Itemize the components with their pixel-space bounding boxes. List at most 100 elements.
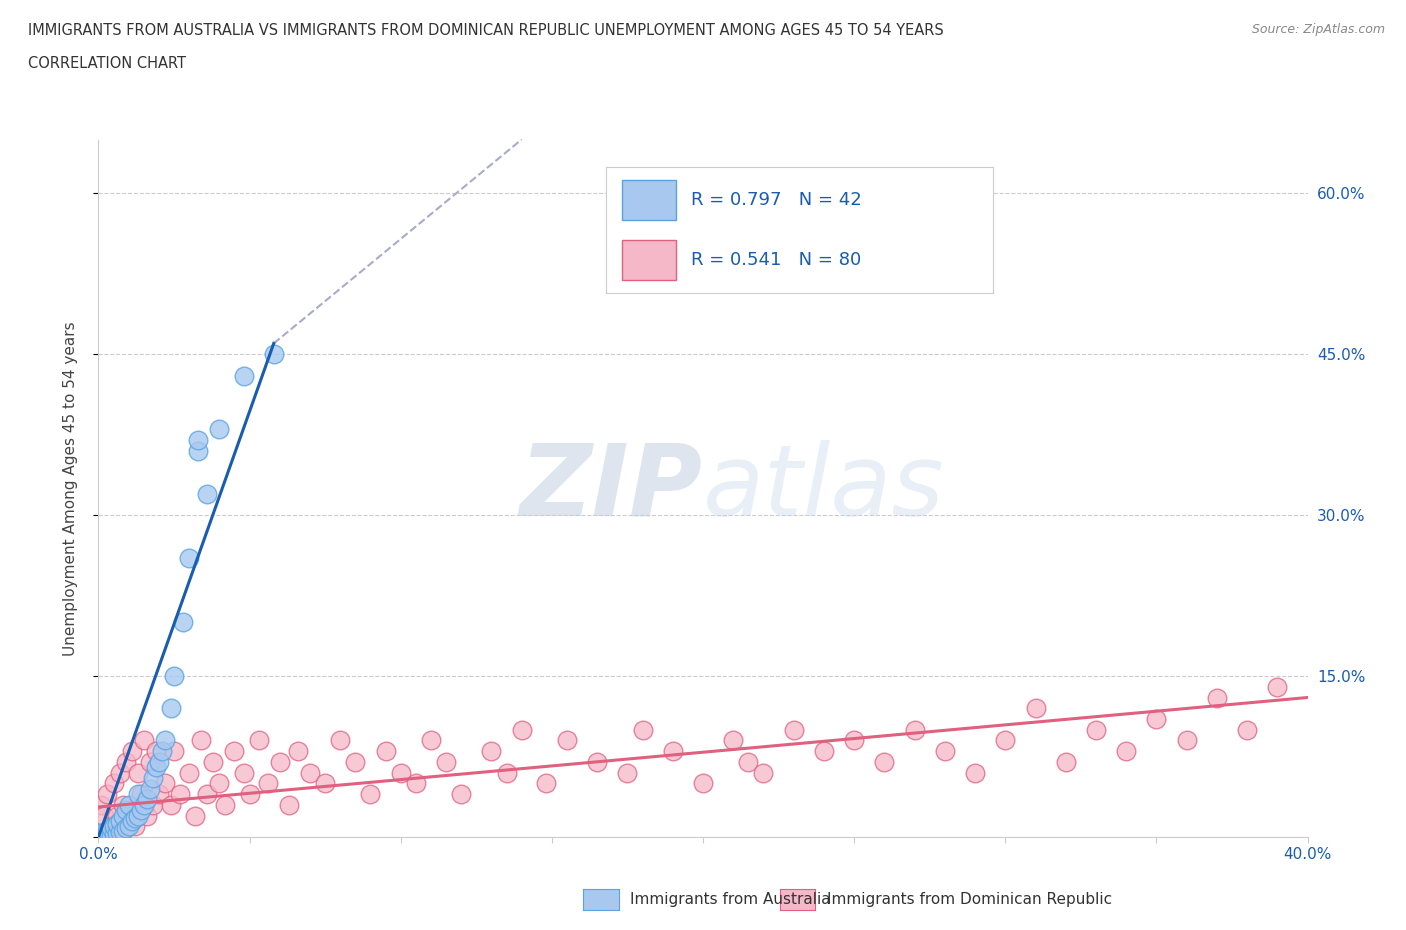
Point <box>1115 744 1137 759</box>
Point <box>118 808 141 823</box>
Point <box>111 823 134 838</box>
Point <box>127 808 149 823</box>
Point <box>692 776 714 790</box>
Point <box>145 760 167 775</box>
Point <box>103 827 125 842</box>
Point <box>100 828 122 843</box>
Text: IMMIGRANTS FROM AUSTRALIA VS IMMIGRANTS FROM DOMINICAN REPUBLIC UNEMPLOYMENT AMO: IMMIGRANTS FROM AUSTRALIA VS IMMIGRANTS … <box>28 23 943 38</box>
Point <box>135 792 157 807</box>
Point <box>965 765 987 780</box>
Point <box>145 744 167 759</box>
Point <box>169 787 191 802</box>
Point <box>142 797 165 812</box>
Point <box>844 733 866 748</box>
Point <box>139 781 162 796</box>
Point <box>108 824 131 839</box>
Point <box>239 787 262 802</box>
Point <box>374 744 396 759</box>
Point <box>132 797 155 812</box>
Point <box>1024 701 1046 716</box>
Point <box>616 765 638 780</box>
Point <box>208 422 231 437</box>
Point <box>172 615 194 630</box>
Point <box>256 776 278 790</box>
Point <box>314 776 336 790</box>
Point <box>90 797 112 812</box>
Point <box>247 733 270 748</box>
Point <box>114 821 136 836</box>
Point <box>723 733 745 748</box>
Point <box>108 765 131 780</box>
Point <box>163 744 186 759</box>
Text: CORRELATION CHART: CORRELATION CHART <box>28 56 186 71</box>
Point <box>103 776 125 790</box>
Point <box>96 829 118 844</box>
Text: atlas: atlas <box>703 440 945 537</box>
Point <box>329 733 352 748</box>
Point <box>1175 733 1198 748</box>
Point <box>93 828 115 843</box>
Point <box>1144 711 1167 726</box>
Point <box>148 787 170 802</box>
Point <box>420 733 443 748</box>
Point <box>93 824 115 839</box>
Point <box>100 818 122 833</box>
Point <box>1085 723 1108 737</box>
Point <box>752 765 775 780</box>
Point <box>495 765 517 780</box>
Point <box>187 432 209 447</box>
Point <box>153 776 176 790</box>
Point <box>586 754 609 769</box>
Point <box>934 744 956 759</box>
Point <box>111 797 134 812</box>
Text: ZIP: ZIP <box>520 440 703 537</box>
Text: Source: ZipAtlas.com: Source: ZipAtlas.com <box>1251 23 1385 36</box>
Point <box>160 797 183 812</box>
Point <box>135 808 157 823</box>
Point <box>129 787 152 802</box>
Point <box>105 817 128 831</box>
Point <box>105 808 128 823</box>
Point <box>389 765 412 780</box>
Point <box>121 744 143 759</box>
Point <box>127 787 149 802</box>
Point <box>103 818 125 833</box>
Point <box>160 701 183 716</box>
Point <box>1267 679 1289 694</box>
Point <box>405 776 427 790</box>
Point <box>179 765 201 780</box>
Point <box>93 808 115 823</box>
Point <box>555 733 578 748</box>
Point <box>661 744 683 759</box>
Point <box>202 754 225 769</box>
Point <box>813 744 835 759</box>
Point <box>132 733 155 748</box>
Point <box>1236 723 1258 737</box>
Point <box>1206 690 1229 705</box>
Point <box>481 744 503 759</box>
Point <box>344 754 367 769</box>
Point <box>127 765 149 780</box>
Point <box>783 723 806 737</box>
Point <box>190 733 212 748</box>
Point <box>450 787 472 802</box>
Point <box>208 776 231 790</box>
Point <box>873 754 896 769</box>
Point <box>232 765 254 780</box>
Point <box>214 797 236 812</box>
Point <box>90 830 112 844</box>
Point <box>360 787 382 802</box>
Y-axis label: Unemployment Among Ages 45 to 54 years: Unemployment Among Ages 45 to 54 years <box>63 321 77 656</box>
Point <box>118 797 141 812</box>
Point <box>631 723 654 737</box>
Point <box>510 723 533 737</box>
Point <box>124 818 146 833</box>
Text: Immigrants from Australia: Immigrants from Australia <box>630 892 831 907</box>
Point <box>114 754 136 769</box>
Point <box>277 797 299 812</box>
Point <box>994 733 1017 748</box>
Point <box>287 744 309 759</box>
Point <box>129 803 152 817</box>
Point <box>105 825 128 840</box>
Point <box>139 754 162 769</box>
